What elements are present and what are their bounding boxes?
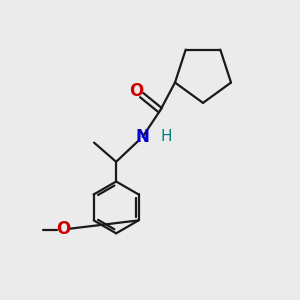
Text: O: O [130, 82, 144, 100]
Text: N: N [136, 128, 150, 146]
Text: H: H [160, 129, 172, 144]
Text: O: O [56, 220, 70, 238]
